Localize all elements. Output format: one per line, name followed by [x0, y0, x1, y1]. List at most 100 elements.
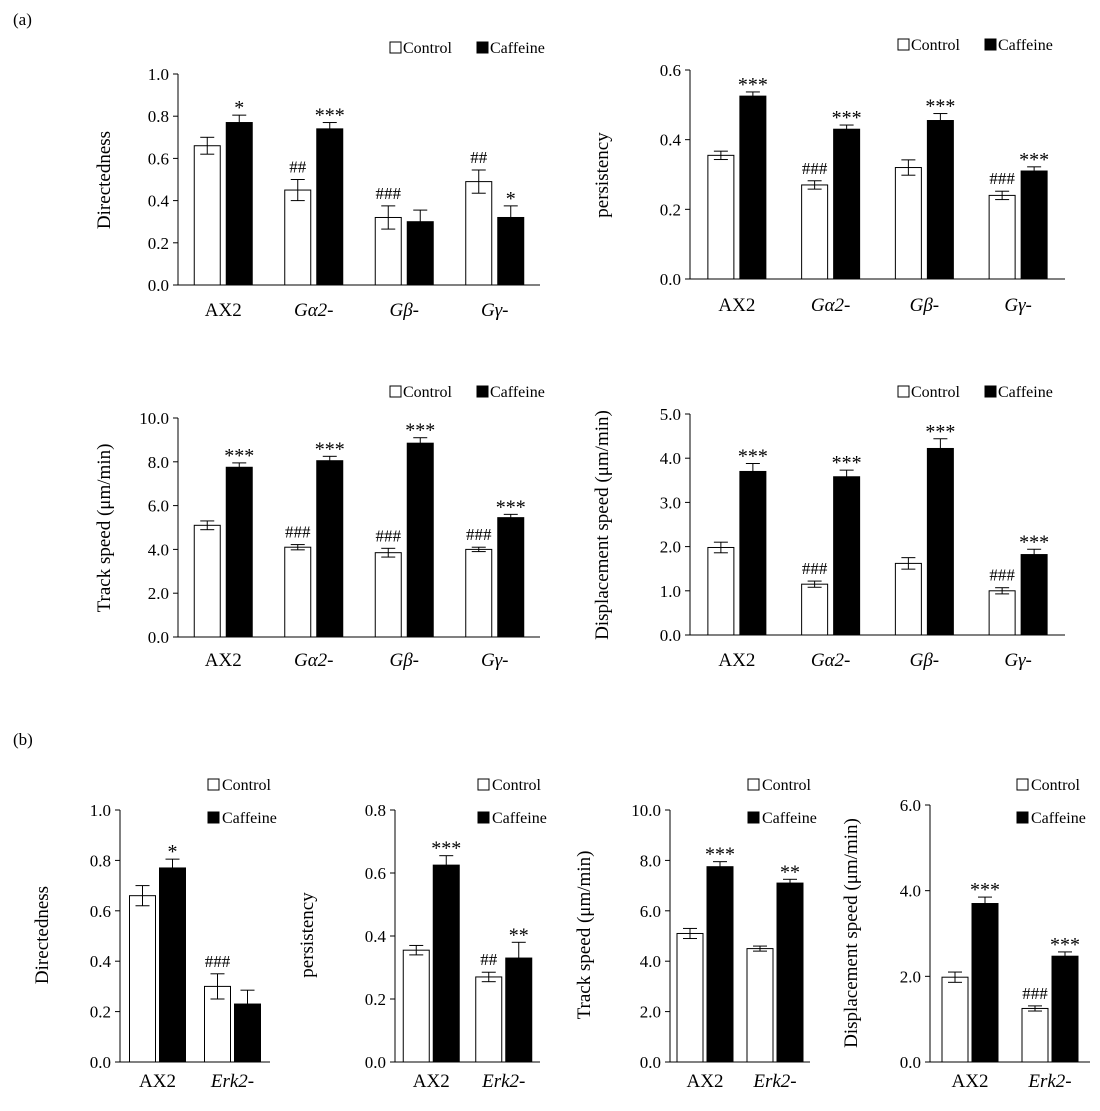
chart-b-track-speed: 0.0 2.0 4.0 6.0 8.0 10.0 Track speed (μm/min) A…: [574, 777, 817, 1092]
significance-label: ***: [738, 74, 768, 96]
bar-control: [374, 552, 402, 638]
y-tick-label: 10.0: [631, 801, 661, 820]
y-tick-label: 0.0: [90, 1053, 111, 1072]
bar-caffeine: [1020, 170, 1048, 280]
y-tick-label: 0.0: [148, 628, 169, 647]
category-label: Erk2-: [1027, 1071, 1071, 1092]
y-tick-label: 1.0: [660, 582, 681, 601]
y-tick-label: 1.0: [148, 65, 169, 84]
bar-control: [284, 189, 312, 286]
bar-control: [129, 895, 156, 1063]
y-tick-label: 4.0: [148, 540, 169, 559]
bar-caffeine: [1051, 955, 1079, 1063]
significance-label: ###: [466, 525, 492, 544]
bar-control: [941, 976, 969, 1063]
y-tick-label: 6.0: [900, 796, 921, 815]
significance-label: ##: [289, 158, 307, 177]
category-label: Gγ-: [1004, 650, 1032, 671]
y-tick-label: 0.2: [660, 200, 681, 219]
y-axis-label: Track speed (μm/min): [574, 851, 595, 1020]
category-label: AX2: [139, 1071, 176, 1092]
legend-swatch-control: [897, 38, 910, 51]
category-label: Gγ-: [481, 300, 509, 321]
bar-caffeine: [225, 122, 253, 286]
significance-label: ###: [376, 184, 402, 203]
significance-label: ##: [470, 148, 488, 167]
y-tick-label: 3.0: [660, 493, 681, 512]
significance-label: ***: [925, 96, 955, 118]
legend-label-control: Control: [403, 40, 452, 57]
significance-label: ***: [738, 446, 768, 468]
significance-label: ###: [989, 566, 1015, 585]
y-tick-label: 0.4: [90, 952, 112, 971]
significance-label: ***: [315, 105, 345, 127]
bar-control: [676, 932, 704, 1063]
chart-b-directedness: 0.0 0.2 0.4 0.6 0.8 1.0 Directedness AX2 * Erk2- #…: [32, 777, 277, 1092]
y-tick-label: 2.0: [900, 967, 921, 986]
bar-caffeine: [739, 470, 767, 636]
bar-caffeine: [739, 95, 767, 280]
bar-caffeine: [971, 903, 999, 1063]
significance-label: ***: [496, 496, 526, 518]
legend-swatch-caffeine: [207, 811, 220, 824]
legend-label-control: Control: [911, 384, 960, 401]
bar-caffeine: [406, 442, 434, 638]
significance-label: ***: [705, 844, 735, 866]
significance-label: ###: [376, 526, 402, 545]
bar-control: [475, 976, 503, 1063]
category-label: Gα2-: [294, 650, 334, 671]
significance-label: ###: [205, 952, 231, 971]
y-tick-label: 0.0: [900, 1053, 921, 1072]
significance-label: ***: [405, 420, 435, 442]
y-tick-label: 6.0: [148, 497, 169, 516]
y-tick-label: 0.6: [90, 902, 111, 921]
significance-label: **: [509, 924, 529, 946]
category-label: AX2: [205, 650, 242, 671]
category-label: Gα2-: [811, 650, 851, 671]
y-axis-label: persistency: [297, 892, 318, 978]
bar-caffeine: [432, 864, 460, 1063]
y-tick-label: 6.0: [640, 902, 661, 921]
y-tick-label: 2.0: [660, 538, 681, 557]
chart-a-persistency: 0.00.20.40.6persistencyAX2***Gα2-###***G…: [592, 37, 1065, 316]
y-tick-label: 0.2: [148, 234, 169, 253]
y-tick-label: 0.6: [660, 61, 681, 80]
legend-label-control: Control: [492, 777, 541, 794]
legend-label-caffeine: Caffeine: [222, 810, 277, 827]
legend-swatch-control: [477, 778, 490, 791]
y-tick-label: 0.4: [660, 131, 682, 150]
y-axis-label: Displacement speed (μm/min): [841, 818, 862, 1048]
legend-label-control: Control: [1031, 777, 1080, 794]
legend-swatch-caffeine: [984, 385, 997, 398]
legend-label-caffeine: Caffeine: [1031, 810, 1086, 827]
significance-label: ***: [832, 107, 862, 129]
y-tick-label: 0.8: [90, 851, 111, 870]
y-tick-label: 0.0: [148, 276, 169, 295]
category-label: AX2: [952, 1071, 989, 1092]
significance-label: ###: [802, 159, 828, 178]
legend-label-control: Control: [403, 384, 452, 401]
bar-control: [894, 562, 922, 636]
legend-label-control: Control: [222, 777, 271, 794]
bar-control: [284, 546, 312, 638]
bar-caffeine: [225, 466, 253, 638]
significance-label: ###: [285, 523, 311, 542]
y-tick-label: 0.4: [148, 192, 170, 211]
significance-label: ##: [480, 950, 498, 969]
bar-caffeine: [706, 866, 734, 1063]
bar-control: [988, 194, 1016, 280]
category-label: Gγ-: [481, 650, 509, 671]
y-tick-label: 1.0: [90, 801, 111, 820]
category-label: Gβ-: [910, 295, 940, 316]
legend-label-caffeine: Caffeine: [490, 40, 545, 57]
bar-control: [746, 948, 774, 1063]
bar-caffeine: [926, 120, 954, 280]
y-tick-label: 10.0: [139, 409, 169, 428]
bar-control: [988, 590, 1016, 636]
bar-control: [801, 583, 829, 636]
y-axis-label: Directedness: [32, 886, 53, 984]
bar-caffeine: [1020, 554, 1048, 636]
legend-label-control: Control: [762, 777, 811, 794]
significance-label: ***: [832, 452, 862, 474]
bar-control: [402, 949, 430, 1063]
